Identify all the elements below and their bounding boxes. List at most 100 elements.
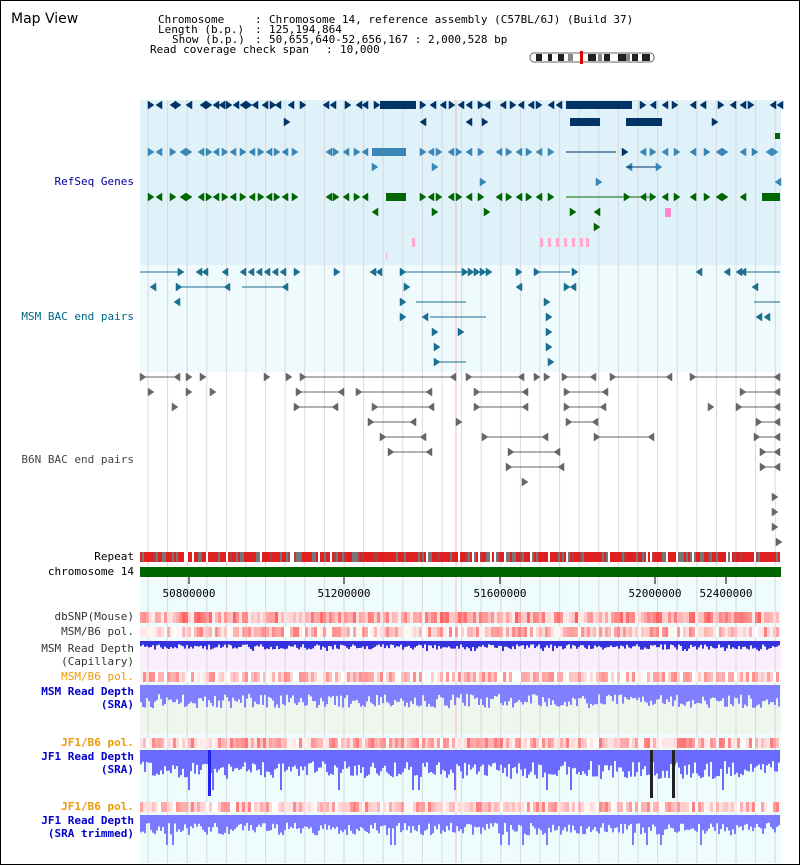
jf1-sra-depth-bar <box>216 750 218 773</box>
jf1-trim-depth-bar <box>622 815 624 834</box>
repeat-bar <box>542 552 544 562</box>
jf1-trim-depth-bar <box>764 815 766 829</box>
msm-b6-pol-heat-cell <box>635 627 638 637</box>
msm-cap-depth-bar <box>592 641 594 649</box>
msm-b6-pol-heat-cell <box>524 627 527 637</box>
jf1-trim-depth-bar <box>638 815 640 824</box>
jf1-b6-pol-2-heat-cell <box>302 802 305 812</box>
msm-b6-pol-heat-cell <box>527 627 530 637</box>
msm-cap-depth-bar <box>382 641 384 645</box>
jf1-sra-depth-bar <box>474 750 476 765</box>
jf1-b6-pol-2-heat-cell <box>566 802 569 812</box>
repeat-bar <box>616 552 618 562</box>
dbsnp-heat-cell <box>638 612 641 623</box>
jf1-b6-pol-2-heat-cell <box>152 802 155 812</box>
dbsnp-heat-cell <box>536 612 539 623</box>
msm-cap-depth-bar <box>370 641 372 650</box>
jf1-trim-depth-bar <box>702 815 704 831</box>
msm-cap-depth-bar <box>648 641 650 650</box>
dbsnp-heat-cell <box>209 612 212 623</box>
jf1-trim-depth-bar <box>312 815 314 834</box>
msm-b6-pol-2-heat-cell <box>431 672 434 682</box>
jf1-trim-depth-bar <box>676 815 678 833</box>
jf1-trim-depth-bar <box>152 815 154 833</box>
msm-b6-pol-heat-cell <box>581 627 584 637</box>
msm-sra-depth-bar <box>446 685 448 706</box>
jf1-trim-depth-bar <box>326 815 328 830</box>
msm-b6-pol-2-heat-cell <box>386 672 389 682</box>
msm-b6-pol-heat-cell <box>749 627 752 637</box>
repeat-bar <box>148 552 150 562</box>
msm-b6-pol-heat-cell <box>671 627 674 637</box>
repeat-bar <box>772 552 774 562</box>
chromosome-key: Chromosome <box>158 13 225 26</box>
repeat-bar <box>660 552 662 562</box>
b6n-arrow <box>355 387 363 397</box>
jf1-sra-depth-bar <box>586 750 588 776</box>
jf1-trim-depth-bar <box>624 815 626 825</box>
msm-b6-pol-heat-cell <box>728 627 731 637</box>
msm-cap-depth-bar <box>654 641 656 646</box>
jf1-sra-depth-bar <box>432 750 434 774</box>
jf1-b6-pol-2-heat-cell <box>500 802 503 812</box>
msm-cap-depth-bar <box>502 641 504 651</box>
msm-sra-depth-bar <box>380 685 382 697</box>
dbsnp-heat-cell <box>287 612 290 623</box>
track-label-msm-depth-sra: MSM Read Depth <box>41 685 134 698</box>
msm-cap-depth-bar <box>552 641 554 651</box>
jf1-trim-depth-bar <box>172 815 174 845</box>
dbsnp-heat-cell <box>263 612 266 623</box>
jf1-trim-depth-bar <box>576 815 578 834</box>
jf1-b6-pol-heat-cell <box>275 738 278 748</box>
jf1-b6-pol-2-heat-cell <box>254 802 257 812</box>
jf1-b6-pol-2-heat-cell <box>263 802 266 812</box>
refseq-gene-arrow <box>419 100 427 110</box>
dbsnp-heat-cell <box>413 612 416 623</box>
jf1-b6-pol-heat-cell <box>266 738 269 748</box>
msm-sra-depth-bar <box>480 685 482 699</box>
msm-sra-depth-bar <box>298 685 300 703</box>
bac-arrow <box>399 312 407 322</box>
jf1-b6-pol-2-heat-cell <box>458 802 461 812</box>
msm-b6-pol-heat-cell <box>578 627 581 637</box>
repeat-bar <box>188 552 190 562</box>
jf1-trim-depth-bar <box>614 815 616 828</box>
bac-arrow <box>175 282 183 292</box>
jf1-b6-pol-2-heat-cell <box>278 802 281 812</box>
jf1-trim-depth-bar <box>716 815 718 824</box>
msm-b6-pol-heat-cell <box>773 627 776 637</box>
refseq-gene-arrow <box>774 177 782 187</box>
msm-sra-depth-bar <box>732 685 734 707</box>
msm-sra-depth-bar <box>482 685 484 706</box>
jf1-sra-depth-bar <box>708 750 710 777</box>
jf1-b6-pol-2-heat-cell <box>437 802 440 812</box>
repeat-bar <box>372 552 374 562</box>
msm-b6-pol-heat-cell <box>515 627 518 637</box>
jf1-sra-depth-bar <box>444 750 446 772</box>
dbsnp-heat-cell <box>428 612 431 623</box>
msm-cap-depth-bar <box>368 641 370 650</box>
jf1-trim-depth-bar <box>290 815 292 827</box>
msm-sra-depth-bar <box>578 685 580 699</box>
dbsnp-heat-cell <box>299 612 302 623</box>
bac-arrow <box>457 327 465 337</box>
bac-arrow <box>751 282 759 292</box>
msm-b6-pol-2-heat-cell <box>299 672 302 682</box>
b6n-arrow <box>541 432 549 442</box>
msm-sra-depth-bar <box>186 685 188 707</box>
jf1-trim-depth-bar <box>144 815 146 834</box>
repeat-bar <box>518 552 520 562</box>
jf1-b6-pol-heat-cell <box>719 738 722 748</box>
jf1-trim-depth-bar <box>770 815 772 828</box>
jf1-b6-pol-2-heat-cell <box>596 802 599 812</box>
repeat-bar <box>354 552 356 562</box>
jf1-b6-pol-2-heat-cell <box>515 802 518 812</box>
msm-b6-pol-heat-cell <box>266 627 269 637</box>
jf1-trim-depth-bar <box>272 815 274 824</box>
jf1-sra-depth-bar <box>186 750 188 778</box>
dbsnp-heat-cell <box>158 612 161 623</box>
jf1-b6-pol-2-heat-cell <box>575 802 578 812</box>
msm-sra-depth-bar <box>582 685 584 697</box>
jf1-trim-depth-bar <box>208 815 210 828</box>
